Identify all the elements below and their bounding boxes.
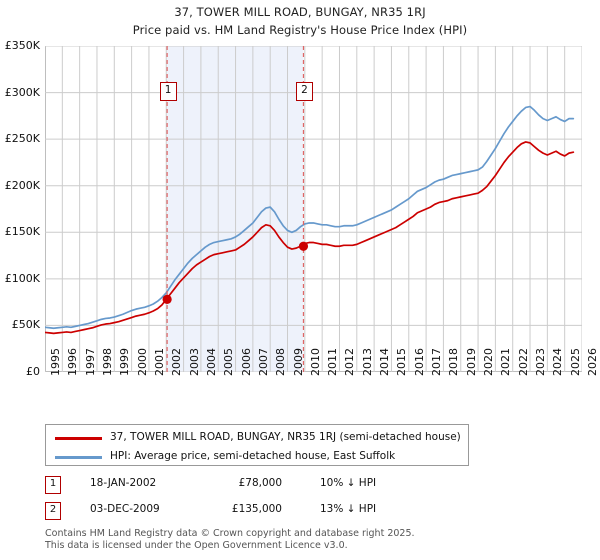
transaction-index-badge: 2 xyxy=(45,502,61,520)
y-axis-tick-label: £50K xyxy=(11,318,40,332)
legend-label: 37, TOWER MILL ROAD, BUNGAY, NR35 1RJ (s… xyxy=(110,431,461,443)
transaction-date: 03-DEC-2009 xyxy=(90,503,160,515)
legend-color-swatch xyxy=(55,437,102,440)
y-axis-tick-label: £250K xyxy=(4,132,40,146)
x-axis-tick-label: 2011 xyxy=(326,348,340,376)
x-axis-tick-label: 2007 xyxy=(256,348,270,376)
x-axis-tick-label: 2006 xyxy=(239,348,253,376)
x-axis-tick-label: 2024 xyxy=(551,348,565,376)
transaction-date: 18-JAN-2002 xyxy=(90,477,157,489)
x-axis-tick-label: 2003 xyxy=(187,348,201,376)
x-axis-tick-label: 2018 xyxy=(447,348,461,376)
chart-svg xyxy=(45,46,582,372)
x-axis-tick-label: 2025 xyxy=(568,348,582,376)
page-subtitle: Price paid vs. HM Land Registry's House … xyxy=(132,23,468,37)
x-axis-tick-label: 2013 xyxy=(360,348,374,376)
x-axis-tick-label: 2014 xyxy=(378,348,392,376)
y-axis-tick-label: £0 xyxy=(26,365,40,378)
x-axis-tick-label: 2002 xyxy=(170,348,184,376)
plot-background xyxy=(45,46,582,372)
x-axis-tick-label: 2004 xyxy=(204,348,218,376)
x-axis-tick-label: 2015 xyxy=(395,348,409,376)
sale-marker-1: 1 xyxy=(159,82,177,101)
chart-legend: 37, TOWER MILL ROAD, BUNGAY, NR35 1RJ (s… xyxy=(45,424,469,466)
transaction-row[interactable]: 1 18-JAN-2002 £78,000 10% ↓ HPI xyxy=(45,476,485,500)
transaction-price: £78,000 xyxy=(238,477,282,489)
sale-marker-2: 2 xyxy=(295,82,313,101)
y-axis-tick-label: £200K xyxy=(4,178,40,192)
x-axis-tick-label: 1995 xyxy=(49,348,62,376)
x-axis-tick-label: 2016 xyxy=(412,348,426,376)
chart-titles: 37, TOWER MILL ROAD, BUNGAY, NR35 1RJ Pr… xyxy=(0,0,600,37)
legend-item: HPI: Average price, semi-detached house,… xyxy=(46,447,468,468)
x-axis-tick-label: 1996 xyxy=(66,348,80,376)
footer-attribution: Contains HM Land Registry data © Crown c… xyxy=(45,528,565,552)
legend-color-swatch xyxy=(55,456,102,459)
transaction-price: £135,000 xyxy=(231,503,282,515)
y-axis-tick-label: £300K xyxy=(4,85,40,99)
x-axis-tick-label: 2012 xyxy=(343,348,357,376)
x-axis-tick-label: 2019 xyxy=(464,348,478,376)
x-axis-tick-label: 2020 xyxy=(482,348,496,376)
x-axis-tick-label: 2023 xyxy=(534,348,548,376)
x-axis-tick-label: 2010 xyxy=(308,348,322,376)
x-axis-tick-label: 2009 xyxy=(291,348,305,376)
x-axis-tick-label: 2005 xyxy=(222,348,236,376)
x-axis-tick-label: 2008 xyxy=(274,348,288,376)
x-axis-tick-label: 2026 xyxy=(586,348,599,376)
chart-plot-area xyxy=(45,46,582,372)
x-axis-tick-label: 1999 xyxy=(118,348,132,376)
y-axis-tick-label: £100K xyxy=(4,271,40,285)
x-axis-tick-label: 1997 xyxy=(83,348,97,376)
page-title: 37, TOWER MILL ROAD, BUNGAY, NR35 1RJ xyxy=(174,5,426,19)
x-axis-tick-label: 2021 xyxy=(499,348,513,376)
x-axis-tick-label: 1998 xyxy=(100,348,114,376)
x-axis-tick-label: 2000 xyxy=(135,348,149,376)
y-axis-tick-label: £350K xyxy=(4,39,40,52)
transaction-hpi-delta: 13% ↓ HPI xyxy=(320,503,377,515)
transaction-hpi-delta: 10% ↓ HPI xyxy=(320,477,377,489)
x-axis-tick-label: 2001 xyxy=(152,348,166,376)
transaction-index-badge: 1 xyxy=(45,476,61,494)
footer-line-1: Contains HM Land Registry data © Crown c… xyxy=(45,528,415,539)
legend-item: 37, TOWER MILL ROAD, BUNGAY, NR35 1RJ (s… xyxy=(46,428,468,449)
legend-label: HPI: Average price, semi-detached house,… xyxy=(110,450,396,462)
x-axis-tick-label: 2022 xyxy=(516,348,530,376)
footer-line-2: This data is licensed under the Open Gov… xyxy=(45,540,348,551)
x-axis-tick-label: 2017 xyxy=(430,348,444,376)
transaction-row[interactable]: 2 03-DEC-2009 £135,000 13% ↓ HPI xyxy=(45,502,485,526)
y-axis-tick-label: £150K xyxy=(4,225,40,239)
